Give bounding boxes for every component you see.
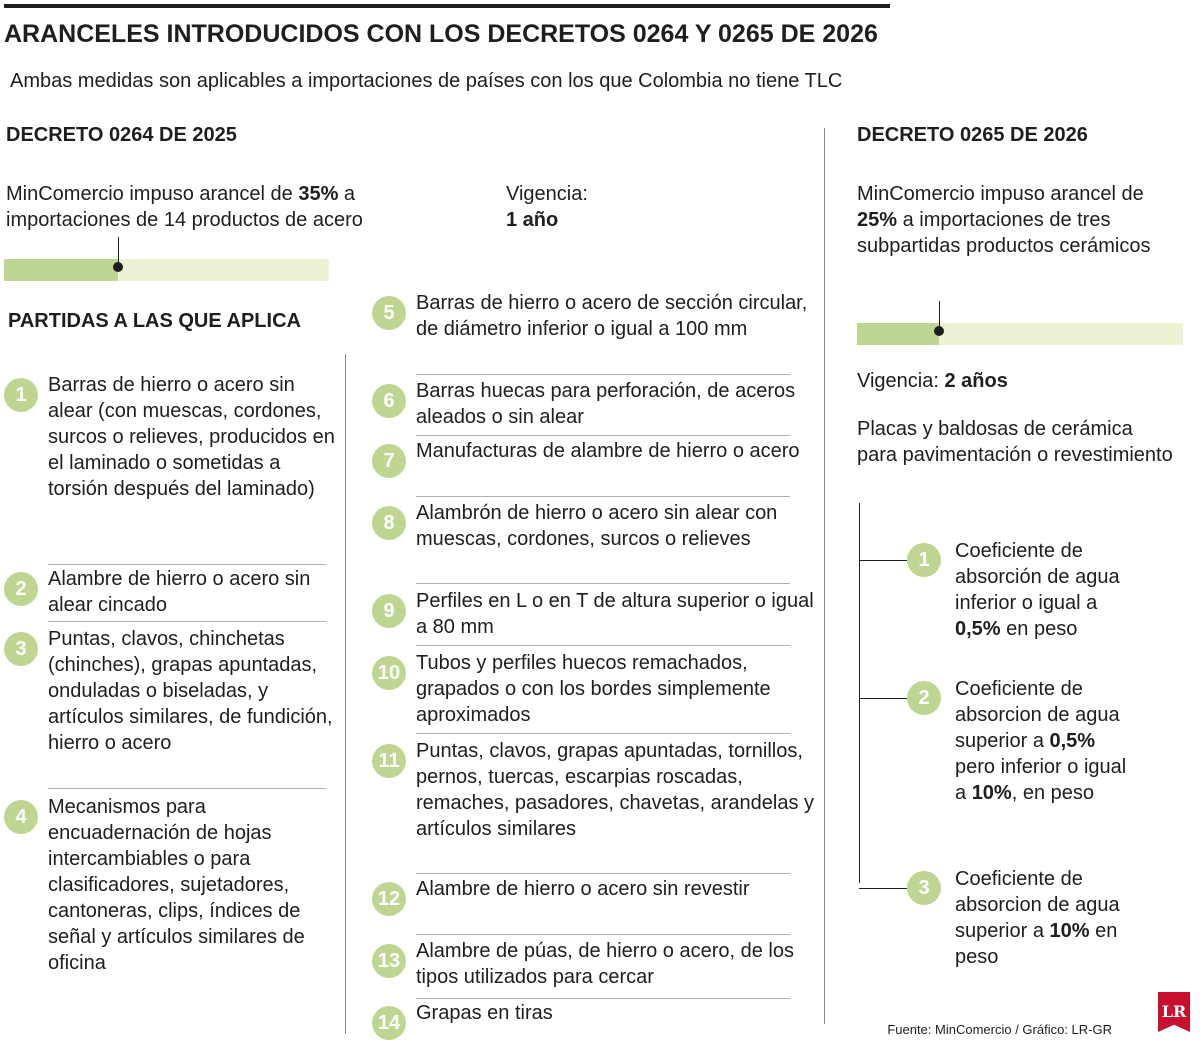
text-fragment: Coeficiente de absorcion de agua superio… <box>955 868 1120 942</box>
number-badge: 12 <box>372 882 406 916</box>
right-bar-stem <box>939 301 940 331</box>
page-subtitle: Ambas medidas son aplicables a importaci… <box>10 70 843 92</box>
number-badge: 9 <box>372 594 406 628</box>
partida-text: Puntas, clavos, grapas apuntadas, tornil… <box>416 740 814 840</box>
number-badge: 2 <box>907 681 941 715</box>
item-separator <box>416 733 790 734</box>
right-desc-rate: 25% <box>857 209 898 231</box>
number-badge: 1 <box>4 378 38 412</box>
left-decree-description: MinComercio impuso arancel de 35% a impo… <box>6 181 456 233</box>
source-credit: Fuente: MinComercio / Gráfico: LR-GR <box>887 1022 1112 1037</box>
left-bar-stem <box>118 237 119 267</box>
right-decree-description: MinComercio impuso arancel de 25% a impo… <box>857 181 1167 259</box>
subpartida-text: Coeficiente de absorción de agua inferio… <box>955 538 1130 642</box>
item-separator <box>416 435 790 436</box>
text-fragment: Coeficiente de absorción de agua inferio… <box>955 540 1120 614</box>
left-desc-post: a importaciones de 14 productos de acero <box>6 183 363 231</box>
highlight-value: 10% <box>971 782 1012 804</box>
page-title: ARANCELES INTRODUCIDOS CON LOS DECRETOS … <box>4 20 878 48</box>
partida-text: Barras huecas para perforación, de acero… <box>416 380 796 428</box>
item-separator <box>416 873 790 874</box>
right-decree-heading: DECRETO 0265 DE 2026 <box>857 124 1088 146</box>
left-decree-heading: DECRETO 0264 DE 2025 <box>6 124 237 146</box>
ceramic-group-label: Placas y baldosas de cerámica para pavim… <box>857 418 1173 466</box>
left-bar-remaining <box>118 259 329 281</box>
right-bar-remaining <box>939 323 1183 345</box>
item-separator <box>416 496 790 497</box>
partida-text: Barras de hierro o acero de sección circ… <box>416 292 808 340</box>
number-badge: 3 <box>4 632 38 666</box>
right-bar-fill <box>857 323 939 345</box>
number-badge: 3 <box>907 871 941 905</box>
partida-text: Puntas, clavos, chinchetas (chinches), g… <box>48 628 333 754</box>
tree-trunk <box>859 503 860 883</box>
partida-text: Grapas en tiras <box>416 1002 553 1024</box>
number-badge: 4 <box>4 800 38 834</box>
right-desc-pre: MinComercio impuso arancel de <box>857 183 1144 205</box>
right-bar-marker <box>934 326 944 336</box>
subpartida-text: Coeficiente de absorcion de agua superio… <box>955 866 1130 970</box>
partida-text: Alambre de hierro o acero sin revestir <box>416 878 750 900</box>
item-separator <box>416 374 790 375</box>
number-badge: 14 <box>372 1006 406 1040</box>
left-vigencia: Vigencia: 1 año <box>506 181 588 233</box>
number-badge: 13 <box>372 944 406 978</box>
item-separator <box>416 645 790 646</box>
partida-text: Alambre de hierro o acero sin alear cinc… <box>48 568 311 616</box>
partida-text: Barras de hierro o acero sin alear (con … <box>48 374 335 500</box>
subpartida-text: Coeficiente de absorcion de agua superio… <box>955 676 1130 806</box>
tree-branch <box>859 698 907 699</box>
highlight-value: 0,5% <box>1049 730 1096 752</box>
right-desc-post: a importaciones de tres subpartidas prod… <box>857 209 1151 257</box>
text-fragment: , en peso <box>1011 782 1095 804</box>
item-separator <box>48 621 326 622</box>
right-vigencia: Vigencia: 2 años <box>857 368 1008 394</box>
partida-text: Tubos y perfiles huecos remachados, grap… <box>416 652 771 726</box>
partida-text: Alambre de púas, de hierro o acero, de l… <box>416 940 794 988</box>
left-bar-fill <box>4 259 118 281</box>
tree-branch <box>859 888 907 889</box>
partidas-heading: PARTIDAS A LAS QUE APLICA <box>8 310 301 332</box>
number-badge: 10 <box>372 656 406 690</box>
item-separator <box>416 998 790 999</box>
top-rule <box>4 4 890 8</box>
number-badge: 1 <box>907 543 941 577</box>
partida-text: Mecanismos para encuadernación de hojas … <box>48 796 305 974</box>
partida-text: Alambrón de hierro o acero sin alear con… <box>416 502 778 550</box>
section-divider <box>824 128 825 1024</box>
text-fragment: en peso <box>955 920 1118 968</box>
number-badge: 11 <box>372 744 406 778</box>
left-desc-rate: 35% <box>298 183 339 205</box>
left-vigencia-label: Vigencia: <box>506 183 588 205</box>
text-fragment: pero inferior o igual a <box>955 756 1127 804</box>
right-vigencia-label: Vigencia: <box>857 370 939 392</box>
column-divider <box>345 354 346 1034</box>
item-separator <box>48 788 326 789</box>
left-vigencia-value: 1 año <box>506 209 559 231</box>
right-vigencia-value: 2 años <box>944 370 1008 392</box>
number-badge: 6 <box>372 384 406 418</box>
number-badge: 5 <box>372 296 406 330</box>
left-bar-marker <box>113 262 123 272</box>
left-vigencia-bar <box>4 237 329 281</box>
item-separator <box>48 564 326 565</box>
number-badge: 2 <box>4 572 38 606</box>
right-vigencia-bar <box>857 301 1183 345</box>
highlight-value: 10% <box>1049 920 1090 942</box>
tree-branch <box>859 560 907 561</box>
text-fragment: Coeficiente de absorcion de agua superio… <box>955 678 1120 752</box>
item-separator <box>416 583 790 584</box>
partida-text: Manufacturas de alambre de hierro o acer… <box>416 440 800 462</box>
item-separator <box>416 934 790 935</box>
highlight-value: 0,5% <box>955 618 1001 640</box>
number-badge: 8 <box>372 506 406 540</box>
left-desc-pre: MinComercio impuso arancel de <box>6 183 299 205</box>
lr-logo: LR <box>1158 992 1190 1032</box>
partida-text: Perfiles en L o en T de altura superior … <box>416 590 814 638</box>
text-fragment: en peso <box>1000 618 1078 640</box>
number-badge: 7 <box>372 444 406 478</box>
